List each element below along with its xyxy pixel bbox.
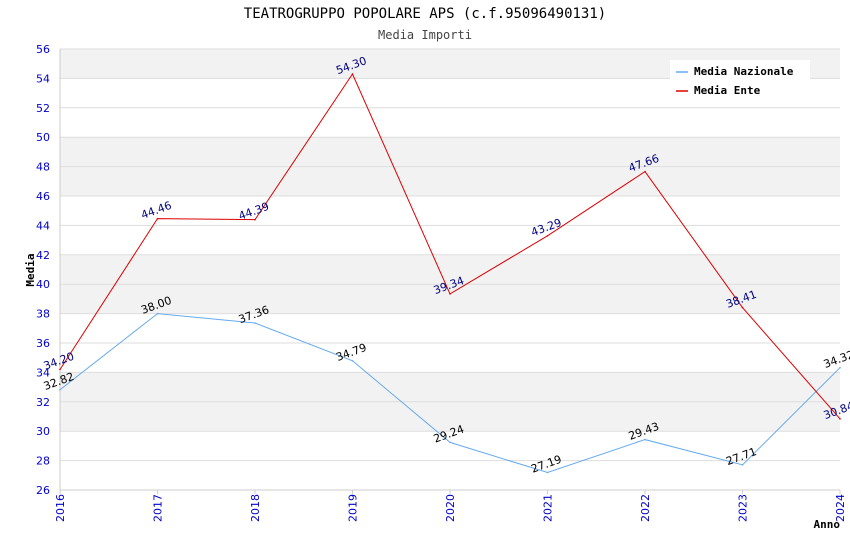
grid-band: [60, 313, 840, 343]
data-point: [839, 366, 841, 369]
y-tick-label: 54: [36, 72, 50, 85]
data-point: [546, 235, 549, 237]
x-tick-label: 2023: [737, 494, 750, 522]
y-tick-label: 42: [36, 249, 50, 262]
y-tick-label: 56: [36, 43, 50, 56]
y-tick-label: 30: [36, 425, 50, 438]
x-tick-label: 2017: [152, 494, 165, 522]
y-tick-label: 26: [36, 484, 50, 497]
x-axis-label: Anno: [814, 518, 841, 531]
grid-band: [60, 401, 840, 432]
grid-band: [60, 460, 840, 490]
y-tick-label: 52: [36, 102, 50, 115]
x-tick-label: 2018: [249, 494, 262, 522]
y-tick-label: 28: [36, 455, 50, 468]
data-point: [59, 388, 61, 391]
grid-bands: [60, 49, 840, 490]
y-ticks: 26 28 30 32 34 36 38 40 42 44 46 48 50 52 54 56: [36, 43, 50, 497]
data-point: [156, 217, 159, 220]
grid-band: [60, 137, 840, 167]
y-tick-label: 38: [36, 308, 50, 321]
data-point: [644, 438, 646, 441]
series-lines: [59, 72, 841, 474]
grid-band: [60, 196, 840, 226]
x-tick-label: 2021: [542, 494, 555, 522]
data-point: [546, 471, 549, 474]
legend: Media Nazionale Media Ente: [670, 60, 810, 102]
x-tick-label: 2020: [444, 494, 457, 522]
data-point: [741, 464, 744, 466]
y-tick-label: 34: [36, 366, 50, 379]
y-tick-label: 32: [36, 396, 50, 409]
data-point: [644, 170, 646, 173]
grid-band: [60, 372, 840, 402]
chart-subtitle: Media Importi: [378, 28, 472, 42]
grid-band: [60, 431, 840, 461]
data-point: [351, 73, 354, 75]
data-point: [59, 368, 61, 371]
grid-band: [60, 284, 840, 314]
grid-band: [60, 225, 840, 255]
grid-band: [60, 343, 840, 373]
y-tick-label: 48: [36, 161, 50, 174]
legend-box: [670, 60, 810, 102]
data-point: [741, 306, 744, 309]
data-point: [449, 441, 451, 444]
legend-label-media-ente: Media Ente: [694, 84, 761, 97]
y-tick-label: 46: [36, 190, 50, 203]
x-ticks: 2016 2017 2018 2019 2020 2021 2022 2023 2024: [54, 490, 847, 522]
chart-title: TEATROGRUPPO POPOLARE APS (c.f.950964901…: [244, 6, 606, 22]
grid-band: [60, 166, 840, 196]
grid-band: [60, 254, 840, 285]
x-tick-label: 2016: [54, 494, 67, 522]
x-tick-label: 2022: [639, 494, 652, 522]
legend-label-media-nazionale: Media Nazionale: [694, 65, 794, 78]
gridlines: [60, 48, 840, 491]
y-tick-label: 44: [36, 219, 50, 232]
data-point: [839, 418, 841, 420]
y-axis-label: Media: [24, 253, 37, 286]
data-point: [254, 322, 256, 324]
data-point: [351, 359, 354, 362]
x-tick-label: 2024: [834, 494, 847, 522]
data-point: [449, 293, 451, 295]
data-point: [156, 312, 159, 315]
data-point: [254, 218, 256, 221]
y-tick-label: 40: [36, 278, 50, 291]
x-tick-label: 2019: [347, 494, 360, 522]
y-tick-label: 50: [36, 131, 50, 144]
y-tick-label: 36: [36, 337, 50, 350]
grid-band: [60, 107, 840, 138]
